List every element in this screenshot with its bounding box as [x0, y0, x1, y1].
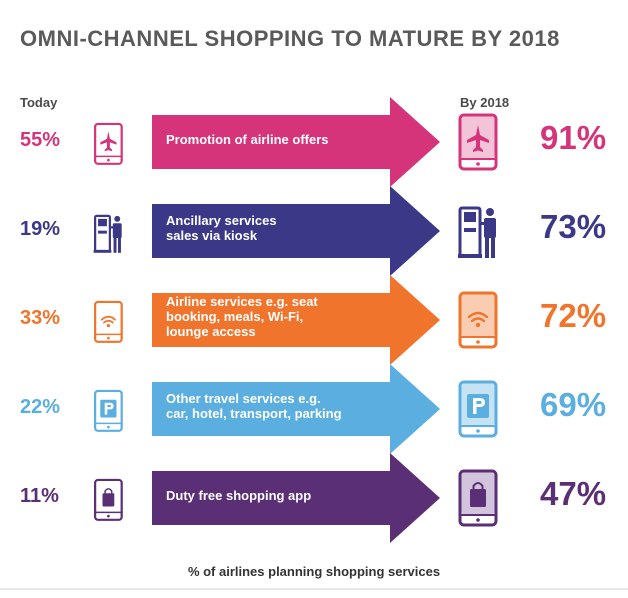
by-2018-column-header: By 2018	[460, 95, 510, 110]
by-2018-kiosk-person-icon	[458, 206, 496, 258]
chart-footer-note: % of airlines planning shopping services	[187, 564, 441, 579]
today-tablet-wifi-icon	[94, 300, 123, 343]
today-column-header: Today	[20, 95, 58, 110]
chart-row: 11% Duty free shopping app 47%	[0, 453, 628, 543]
by-2018-value: 73%	[540, 208, 607, 245]
service-label-line: Promotion of airline offers	[166, 132, 329, 147]
by-2018-value: 91%	[540, 119, 607, 156]
by-2018-tablet-wifi-icon	[458, 291, 498, 349]
service-label-line: car, hotel, transport, parking	[166, 406, 342, 421]
service-label: Other travel services e.g. car, hotel, tr…	[166, 391, 436, 421]
by-2018-tablet-parking-icon	[458, 380, 498, 438]
service-label-line: Other travel services e.g.	[166, 391, 321, 406]
today-value: 33%	[20, 307, 61, 329]
service-label-line: Ancillary services	[166, 213, 277, 228]
today-value: 11%	[20, 485, 59, 507]
today-value: 22%	[20, 396, 61, 418]
by-2018-value: 47%	[540, 475, 607, 512]
chart-row: 22% Other travel services e.g. car, hotel,…	[0, 364, 628, 454]
transition-arrow	[152, 453, 440, 543]
chart-title: OMNI-CHANNEL SHOPPING TO MATURE BY 2018	[20, 26, 560, 51]
today-tablet-parking-icon	[94, 389, 123, 432]
by-2018-value: 72%	[540, 297, 607, 334]
service-label-line: booking, meals, Wi-Fi,	[166, 309, 304, 324]
today-value: 19%	[20, 218, 61, 240]
bottom-divider	[0, 588, 628, 590]
by-2018-tablet-shopping-bag-icon	[458, 469, 498, 527]
service-label: Airline services e.g. seat booking, meals…	[166, 294, 436, 339]
service-label-line: sales via kiosk	[166, 228, 258, 243]
service-label: Duty free shopping app	[166, 488, 436, 503]
today-kiosk-person-icon	[93, 214, 122, 253]
transition-arrow	[152, 97, 440, 187]
service-label-line: Airline services e.g. seat	[166, 294, 318, 309]
chart-row: 19% Ancillary services sales via kiosk 73%	[0, 186, 628, 276]
service-label: Promotion of airline offers	[166, 132, 436, 147]
service-label-line: Duty free shopping app	[166, 488, 312, 503]
today-value: 55%	[20, 129, 61, 151]
today-tablet-airplane-icon	[94, 122, 123, 165]
service-label-line: lounge access	[166, 324, 256, 339]
transition-arrow	[152, 364, 440, 454]
service-label: Ancillary services sales via kiosk	[166, 213, 436, 243]
today-tablet-shopping-bag-icon	[94, 478, 123, 521]
chart-row: 33% Airline services e.g. seat booking, me…	[0, 275, 628, 365]
by-2018-value: 69%	[540, 386, 607, 423]
chart-row: 55% Promotion of airline offers 91%	[0, 97, 628, 187]
by-2018-tablet-airplane-icon	[458, 113, 498, 171]
transition-arrow	[152, 186, 440, 276]
transition-arrow	[152, 275, 440, 365]
